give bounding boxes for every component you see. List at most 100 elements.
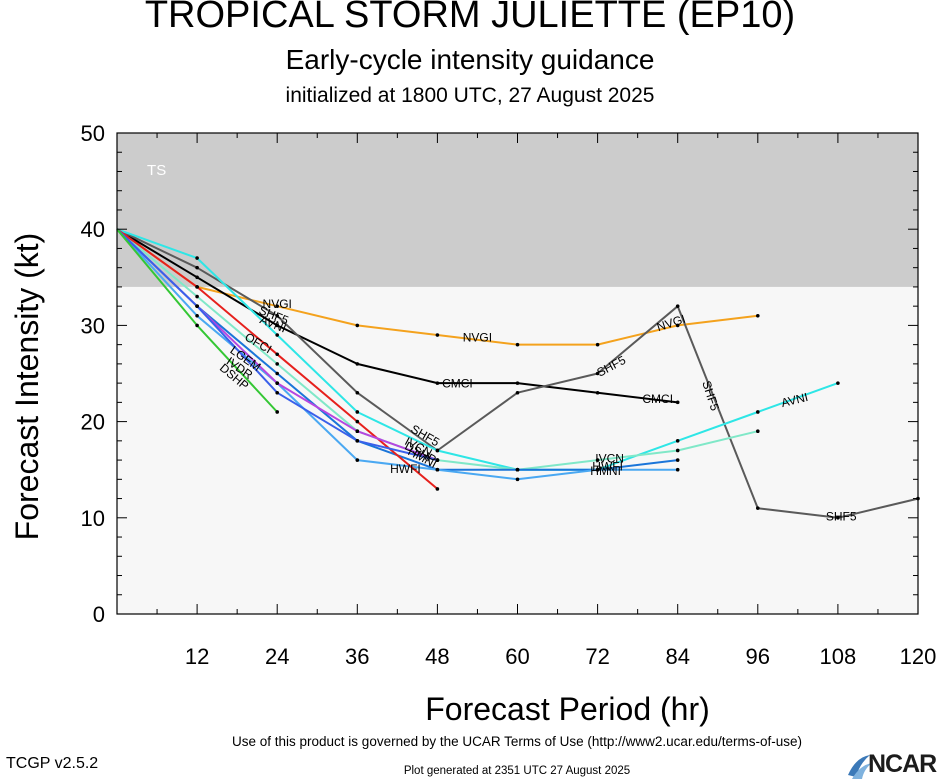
series-label-group: NVGI — [463, 330, 492, 344]
data-point-avni — [355, 410, 360, 414]
data-point-shf5 — [675, 304, 680, 308]
data-point-nvgi — [435, 333, 440, 337]
series-line-avni — [116, 228, 839, 471]
data-point-shf5 — [275, 313, 280, 318]
series-label-hwfi: HWFI — [390, 462, 421, 476]
y-tick-label: 20 — [81, 410, 105, 435]
y-tick-label: 40 — [81, 217, 105, 242]
x-tick-label: 48 — [425, 644, 449, 669]
data-point-shf5 — [836, 516, 840, 520]
series-label-group: HWFI — [390, 462, 421, 476]
series-label-group: CMCI — [642, 392, 673, 406]
y-tick-label: 0 — [93, 602, 105, 627]
data-point-ivcn — [275, 362, 280, 366]
data-point-ofci — [195, 285, 199, 289]
series-line-hmni — [116, 228, 678, 481]
x-tick-label: 72 — [585, 644, 609, 669]
data-point-lgem — [435, 458, 440, 462]
series-label-avni: AVNI — [780, 390, 810, 410]
series-label-ivcn: IVCN — [595, 452, 624, 466]
series-label-hmni: HMNI — [590, 464, 621, 478]
x-tick-label: 108 — [820, 644, 857, 669]
y-axis-label: Forecast Intensity (kt) — [9, 233, 45, 541]
series-label-group: HMNI — [590, 464, 621, 478]
data-point-nvgi — [355, 323, 360, 328]
data-point-cmci — [355, 362, 360, 366]
series-label-shf5: SHF5 — [826, 509, 857, 523]
data-point-shf5 — [595, 371, 600, 376]
data-point-ivcn — [675, 448, 680, 453]
data-point-nvgi — [595, 342, 600, 347]
terms-of-use: Use of this product is governed by the U… — [232, 734, 802, 749]
data-point-hmni — [515, 477, 520, 482]
x-tick-label: 120 — [900, 644, 937, 669]
data-point-cmci — [675, 400, 680, 405]
x-tick-label: 84 — [665, 644, 689, 669]
ncar-logo: NCAR — [846, 748, 938, 780]
x-tick-label: 36 — [345, 644, 369, 669]
data-point-cmci — [275, 323, 280, 328]
data-point-ivcn — [595, 458, 600, 462]
band-label-ts: TS — [147, 162, 166, 179]
data-point-avni — [756, 410, 760, 414]
data-point-hmni — [195, 313, 199, 318]
intensity-band-ts — [117, 133, 918, 287]
x-tick-label: 60 — [505, 644, 529, 669]
data-point-nvgi — [515, 342, 520, 347]
data-point-ivdr — [195, 323, 199, 328]
data-point-lgem — [355, 439, 360, 443]
data-point-lgem — [275, 390, 280, 395]
chart-subtitle: Early-cycle intensity guidance — [285, 44, 655, 75]
y-tick-label: 10 — [81, 506, 105, 531]
data-point-cmci — [195, 275, 199, 280]
ncar-swoosh-icon — [848, 755, 872, 779]
data-point-ivcn — [756, 429, 760, 434]
data-point-ofci — [355, 419, 360, 424]
data-point-ivdr — [275, 410, 280, 414]
data-point-avni — [675, 439, 680, 443]
plot-generated-time: Plot generated at 2351 UTC 27 August 202… — [403, 765, 631, 777]
data-point-avni — [275, 333, 280, 337]
y-tick-label: 50 — [81, 121, 105, 146]
data-point-cmci — [595, 390, 600, 395]
data-point-shf5 — [195, 265, 199, 270]
ncar-logo-text: NCAR — [868, 750, 937, 778]
data-point-ofci — [275, 352, 280, 357]
series-label-group: SHF5 — [826, 509, 857, 523]
data-point-avni — [836, 381, 840, 385]
series-label-cmci: CMCI — [442, 377, 473, 391]
x-tick-label: 24 — [265, 644, 289, 669]
data-point-ivcn — [195, 294, 199, 299]
series-label-group: AVNI — [780, 390, 810, 410]
x-axis-label: Forecast Period (hr) — [425, 691, 710, 727]
data-point-shf5 — [515, 390, 520, 395]
data-point-hwfi — [275, 371, 280, 376]
series-label-cmci: CMCI — [642, 392, 673, 406]
data-point-hmni — [355, 458, 360, 462]
series-label-nvgi: NVGI — [463, 330, 492, 344]
data-point-nvgi — [275, 304, 280, 308]
data-point-shf5 — [756, 506, 760, 510]
y-tick-label: 30 — [81, 313, 105, 338]
chart-title: TROPICAL STORM JULIETTE (EP10) — [144, 0, 796, 36]
data-point-cmci — [515, 381, 520, 385]
data-point-avni — [195, 256, 199, 260]
x-tick-label: 96 — [746, 644, 770, 669]
series-label-hwfi: HWFI — [592, 459, 623, 473]
data-point-hwfi — [675, 458, 680, 462]
series-label-group: CMCI — [442, 377, 473, 391]
version-label: TCGP v2.5.2 — [6, 755, 99, 772]
data-point-shf5 — [355, 390, 360, 395]
data-point-hmni — [595, 467, 600, 472]
data-point-avni — [435, 448, 440, 453]
data-point-cmci — [435, 381, 440, 385]
data-point-hmni — [435, 467, 440, 472]
series-label-group: NVGI — [263, 297, 292, 311]
data-point-dshp — [355, 429, 360, 434]
data-point-hmni — [675, 467, 680, 472]
init-time: initialized at 1800 UTC, 27 August 2025 — [285, 84, 655, 107]
series-label-nvgi: NVGI — [263, 297, 292, 311]
series-line-cmci — [116, 228, 678, 404]
series-label-group: IVCN — [595, 452, 624, 466]
